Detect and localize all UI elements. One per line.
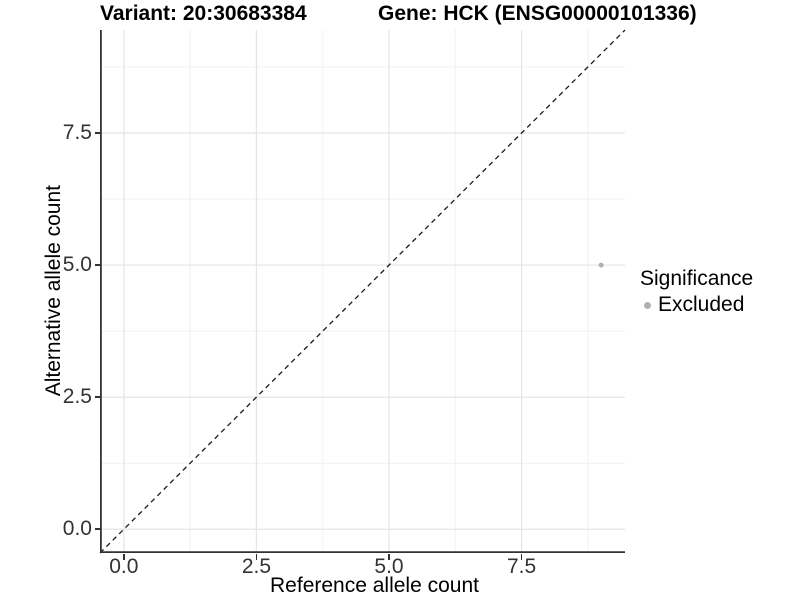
x-tick-mark xyxy=(123,554,125,560)
y-tick-mark xyxy=(94,264,100,266)
legend: Significance Excluded xyxy=(640,266,753,318)
variant-title: Variant: 20:30683384 xyxy=(100,2,307,25)
x-axis-title: Reference allele count xyxy=(270,574,479,597)
x-tick-mark xyxy=(388,554,390,560)
y-tick-mark xyxy=(94,396,100,398)
y-tick-label: 2.5 xyxy=(62,385,92,409)
legend-title: Significance xyxy=(640,267,754,290)
legend-key-dot-icon xyxy=(644,301,651,309)
y-axis-title-text: Alternative allele count xyxy=(42,185,65,397)
y-tick-label: 7.5 xyxy=(62,121,92,144)
x-tick-mark xyxy=(520,554,523,560)
gene-title: Gene: HCK (ENSG00000101336) xyxy=(378,2,697,25)
x-tick-label: 7.5 xyxy=(506,555,537,578)
y-tick-label: 5.0 xyxy=(62,253,92,277)
data-point xyxy=(598,262,604,268)
y-tick-mark xyxy=(94,528,100,530)
y-tick-mark xyxy=(94,132,100,134)
legend-item-excluded: Excluded xyxy=(640,292,753,318)
y-tick-label: 0.0 xyxy=(62,517,92,541)
x-tick-label: 5.0 xyxy=(374,555,404,578)
identity-dashed-line xyxy=(99,29,626,554)
x-tick-label: 0.0 xyxy=(109,555,139,578)
plot-panel xyxy=(99,29,626,554)
x-tick-mark xyxy=(255,554,258,560)
x-tick-label: 2.5 xyxy=(241,555,272,578)
legend-item-label: Excluded xyxy=(658,293,745,316)
